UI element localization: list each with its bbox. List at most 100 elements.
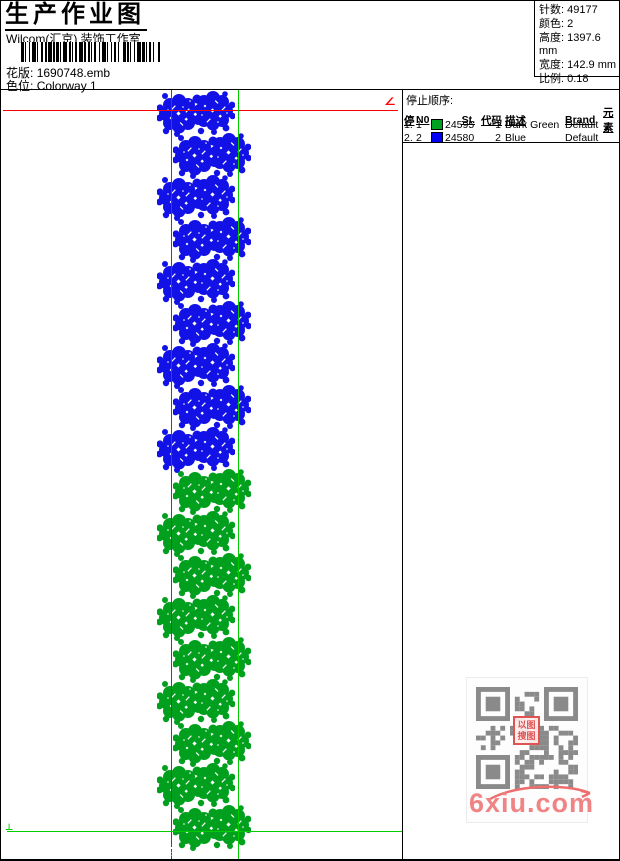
barcode-bar [42, 42, 46, 62]
barcode-bar [144, 42, 147, 62]
design-summary-box: 针数: 49177 颜色: 2 高度: 1397.6 mm 宽度: 142.9 … [534, 1, 619, 85]
barcode-bar [96, 42, 99, 62]
thread-description: Blue [505, 131, 527, 144]
flower-cluster-blue [157, 343, 235, 389]
thread-brand: Default [565, 118, 599, 131]
flower-cluster-blue [173, 217, 251, 263]
barcode-bar [77, 42, 79, 62]
barcode-bar [142, 42, 145, 62]
origin-marker: ⊥ [5, 822, 14, 832]
needle-number: 2 [416, 131, 422, 144]
barcode-bar [117, 42, 120, 62]
barcode-bar [25, 42, 27, 62]
col-stop: 停 [404, 114, 415, 127]
barcode [21, 42, 165, 62]
thread-code: 1 [495, 118, 501, 131]
page-title: 生产作业图 [5, 2, 147, 31]
barcode-bar [69, 42, 71, 62]
barcode-bar [112, 42, 114, 62]
stop-number: 2. [404, 131, 413, 144]
start-guideline-horizontal [3, 110, 398, 111]
header: 生产作业图 Wilcom(汇京) 装饰工作室 花版: 1690748.emb 色… [1, 1, 534, 93]
barcode-bar [23, 42, 26, 62]
height-row: 高度: 1397.6 mm [539, 31, 601, 58]
barcode-bar [125, 42, 128, 62]
barcode-bar [127, 42, 129, 62]
barcode-bar [159, 42, 165, 62]
design-file-line: 花版: 1690748.emb [6, 64, 110, 81]
thread-description: Dark Green [505, 118, 560, 131]
flower-cluster-green [173, 805, 251, 851]
barcode-bar [100, 42, 102, 62]
barcode-bar [93, 42, 97, 62]
barcode-bar [21, 42, 24, 62]
flower-cluster-green [157, 511, 235, 557]
barcode-bar [152, 42, 155, 62]
stop-sequence-row: 1. 1 24595 1 Dark Green Default [404, 118, 619, 131]
baseline-horizontal-green [7, 831, 402, 832]
stitch-count-row: 针数: 49177 [539, 4, 598, 16]
stitch-count: 24595 [445, 118, 475, 131]
barcode-bar [154, 42, 159, 62]
flower-cluster-green [173, 721, 251, 767]
barcode-bar [136, 42, 141, 62]
watermark-text: 6xiu.com [469, 788, 595, 818]
barcode-bar [47, 42, 52, 62]
center-guideline-dashed-end [171, 849, 172, 859]
barcode-bar [88, 42, 90, 62]
barcode-bar [51, 42, 54, 62]
barcode-bar [29, 42, 31, 62]
flower-cluster-green [157, 679, 235, 725]
barcode-bar [131, 42, 134, 62]
col-brand: Brand [565, 114, 596, 126]
flower-cluster-blue [173, 385, 251, 431]
barcode-bar [140, 42, 143, 62]
start-angle-marker: ∠ [384, 95, 396, 108]
stop-sequence-rows: 1. 1 24595 1 Dark Green Default 2. 2 24580 2 Blue D… [404, 118, 619, 144]
flower-cluster-blue [173, 301, 251, 347]
barcode-bar [38, 42, 42, 62]
barcode-bar [151, 42, 153, 62]
flower-cluster-blue [157, 427, 235, 473]
barcode-bar [101, 42, 106, 62]
col-elements: 元素 [603, 107, 614, 134]
barcode-bar [113, 42, 117, 62]
thread-color-swatch [431, 132, 443, 143]
thread-color-swatch [431, 119, 443, 130]
barcode-bar [107, 42, 109, 62]
design-file-label: 花版: [6, 66, 34, 80]
col-description: 描述 [505, 114, 526, 127]
barcode-bar [53, 42, 55, 62]
col-needle: N0 [416, 114, 430, 126]
barcode-bar [99, 42, 101, 62]
stitch-cell: 24580 [431, 132, 481, 144]
scale-row: 比例: 0.18 [539, 72, 589, 85]
barcode-bar [119, 42, 124, 62]
center-guideline-vertical-red [171, 90, 172, 847]
barcode-bar [60, 42, 62, 62]
barcode-bar [74, 42, 78, 62]
barcode-bar [116, 42, 118, 62]
barcode-bar [55, 42, 59, 62]
barcode-bar [62, 42, 67, 62]
panel-divider [402, 90, 403, 859]
image-search-seal: 以图 搜图 [513, 716, 540, 745]
stop-sequence-panel: 停止顺序: 停 N0 St. 代码 描述 Brand 元素 1. 1 24595 1 D… [403, 90, 619, 144]
barcode-bar [158, 42, 160, 62]
barcode-bar [92, 42, 94, 62]
barcode-bar [123, 42, 126, 62]
barcode-bar [105, 42, 108, 62]
flower-cluster-green [157, 763, 235, 809]
stop-number: 1. [404, 118, 413, 131]
barcode-bar [78, 42, 83, 62]
barcode-bar [111, 42, 113, 62]
flower-cluster-green [173, 553, 251, 599]
flower-cluster-blue [173, 133, 251, 179]
flower-cluster-green [173, 469, 251, 515]
barcode-bar [108, 42, 112, 62]
stop-sequence-row: 2. 2 24580 2 Blue Default [404, 131, 619, 144]
thread-brand: Default [565, 131, 599, 144]
col-code: 代码 [481, 114, 502, 127]
design-canvas: ∠ ⊥ [1, 90, 402, 859]
